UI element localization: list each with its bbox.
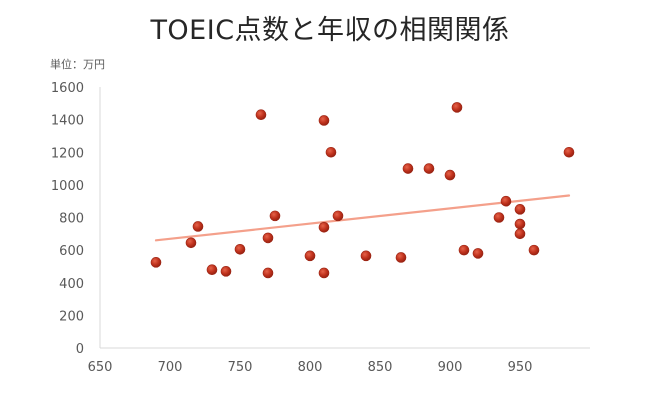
data-point [360, 250, 372, 262]
data-point [269, 210, 281, 222]
data-point [318, 267, 330, 279]
data-point [451, 102, 463, 113]
y-tick-label: 800 [59, 212, 84, 227]
x-tick-label: 950 [508, 360, 533, 375]
data-point [150, 257, 162, 268]
data-point [318, 115, 330, 126]
data-point [423, 163, 435, 174]
data-point [234, 244, 246, 255]
y-tick-label: 1400 [51, 114, 84, 129]
y-tick-label: 1000 [51, 179, 84, 194]
data-point [318, 221, 330, 233]
data-point [262, 232, 274, 244]
data-point [528, 244, 540, 256]
data-point [514, 204, 526, 215]
trendline [154, 194, 571, 242]
x-tick-label: 650 [88, 360, 113, 375]
data-point [563, 146, 575, 158]
data-point [458, 244, 470, 256]
y-tick-label: 400 [59, 277, 84, 292]
y-tick-label: 1200 [51, 146, 84, 161]
data-point [493, 212, 505, 223]
data-point [255, 109, 267, 121]
data-point [192, 221, 204, 232]
data-point [472, 248, 484, 259]
x-tick-label: 900 [438, 360, 463, 375]
data-point [325, 146, 337, 158]
chart-title: TOEIC点数と年収の相関関係 [150, 15, 510, 46]
data-point [304, 250, 316, 262]
data-point [185, 237, 197, 249]
x-tick-label: 750 [228, 360, 253, 375]
y-tick-label: 0 [76, 342, 84, 357]
data-point [220, 266, 232, 277]
data-point [262, 267, 274, 279]
data-point [395, 252, 407, 263]
data-point [444, 169, 456, 181]
y-tick-label: 1600 [51, 81, 84, 96]
x-tick-label: 850 [368, 360, 393, 375]
x-tick-label: 700 [158, 360, 183, 375]
unit-label: 単位：万円 [50, 58, 105, 71]
data-point [514, 228, 526, 240]
y-tick-label: 600 [59, 244, 84, 259]
data-point [206, 264, 218, 276]
data-point [332, 210, 344, 222]
x-tick-label: 800 [298, 360, 323, 375]
y-tick-label: 200 [59, 309, 84, 324]
data-point [514, 218, 526, 230]
data-point [402, 163, 414, 174]
data-point [500, 195, 512, 207]
